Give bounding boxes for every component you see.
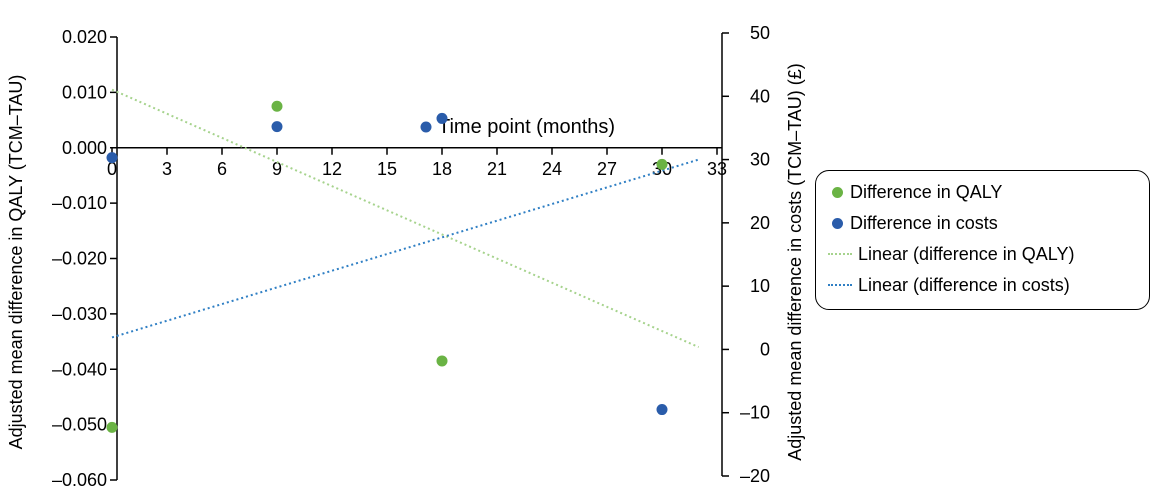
x-tick-label: 15 (377, 159, 397, 179)
x-axis-title: Time point (months) (438, 116, 615, 138)
green-dot-icon (832, 186, 843, 198)
right-axis-title: Adjusted mean difference in costs (TCM–T… (785, 63, 805, 460)
left-tick-label: –0.010 (52, 193, 107, 213)
legend: Difference in QALY Difference in costs L… (815, 170, 1150, 310)
point-qaly-2 (436, 355, 448, 367)
left-tick-label: 0.010 (62, 82, 107, 102)
point-costs-3 (656, 404, 668, 416)
legend-item-linear-qaly: Linear (difference in QALY) (828, 241, 1074, 267)
trendlines (111, 88, 700, 349)
trendline-3 (111, 158, 699, 339)
right-tick-label: –20 (740, 466, 770, 486)
right-tick-label: 30 (750, 150, 770, 170)
x-tick-label: 24 (542, 159, 562, 179)
left-tick-label: –0.050 (52, 415, 107, 435)
left-tick-label: –0.060 (52, 470, 107, 490)
legend-label-costs: Difference in costs (850, 212, 998, 233)
dotted-line-green-icon (828, 253, 852, 255)
x-tick-label: 18 (432, 159, 452, 179)
left-tick-label: 0.020 (62, 27, 107, 47)
right-tick-label: 40 (750, 86, 770, 106)
left-tick-label: –0.020 (52, 249, 107, 269)
legend-item-linear-costs: Linear (difference in costs) (828, 272, 1070, 298)
right-tick-label: 20 (750, 213, 770, 233)
point-costs-1 (271, 121, 283, 133)
x-tick-label: 3 (162, 159, 172, 179)
point-costs-2 (436, 112, 448, 124)
x-axis-title-marker (420, 121, 432, 133)
x-tick-label: 6 (217, 159, 227, 179)
x-tick-label: 33 (707, 159, 727, 179)
left-axis-title: Adjusted mean difference in QALY (TCM–TA… (6, 75, 26, 450)
x-tick-label: 9 (272, 159, 282, 179)
x-tick-label: 21 (487, 159, 507, 179)
axes: 0.020 0.010 0.000 –0.010 –0.020 –0.030 –0.040 –… (52, 23, 770, 490)
x-tick-label: 27 (597, 159, 617, 179)
x-tick-label: 12 (322, 159, 342, 179)
legend-label-linear-costs: Linear (difference in costs) (858, 274, 1070, 295)
legend-item-costs: Difference in costs (828, 210, 998, 236)
right-tick-label: 0 (760, 339, 770, 359)
data-points (106, 100, 668, 433)
legend-label-linear-qaly: Linear (difference in QALY) (858, 243, 1075, 264)
point-costs-0 (106, 152, 118, 164)
dotted-line-blue-icon (828, 284, 852, 286)
right-tick-label: –10 (740, 403, 770, 423)
point-qaly-1 (271, 100, 283, 112)
x-tick-label: 0 (107, 159, 117, 179)
left-tick-label: 0.000 (62, 138, 107, 158)
point-qaly-3 (656, 158, 668, 170)
left-tick-label: –0.040 (52, 359, 107, 379)
trendline-2 (111, 88, 700, 349)
left-tick-label: –0.030 (52, 304, 107, 324)
right-tick-label: 10 (750, 276, 770, 296)
blue-dot-icon (832, 217, 843, 229)
point-qaly-0 (106, 421, 118, 433)
legend-label-qaly: Difference in QALY (850, 181, 1003, 202)
right-tick-label: 50 (750, 23, 770, 43)
legend-item-qaly: Difference in QALY (828, 179, 1002, 205)
